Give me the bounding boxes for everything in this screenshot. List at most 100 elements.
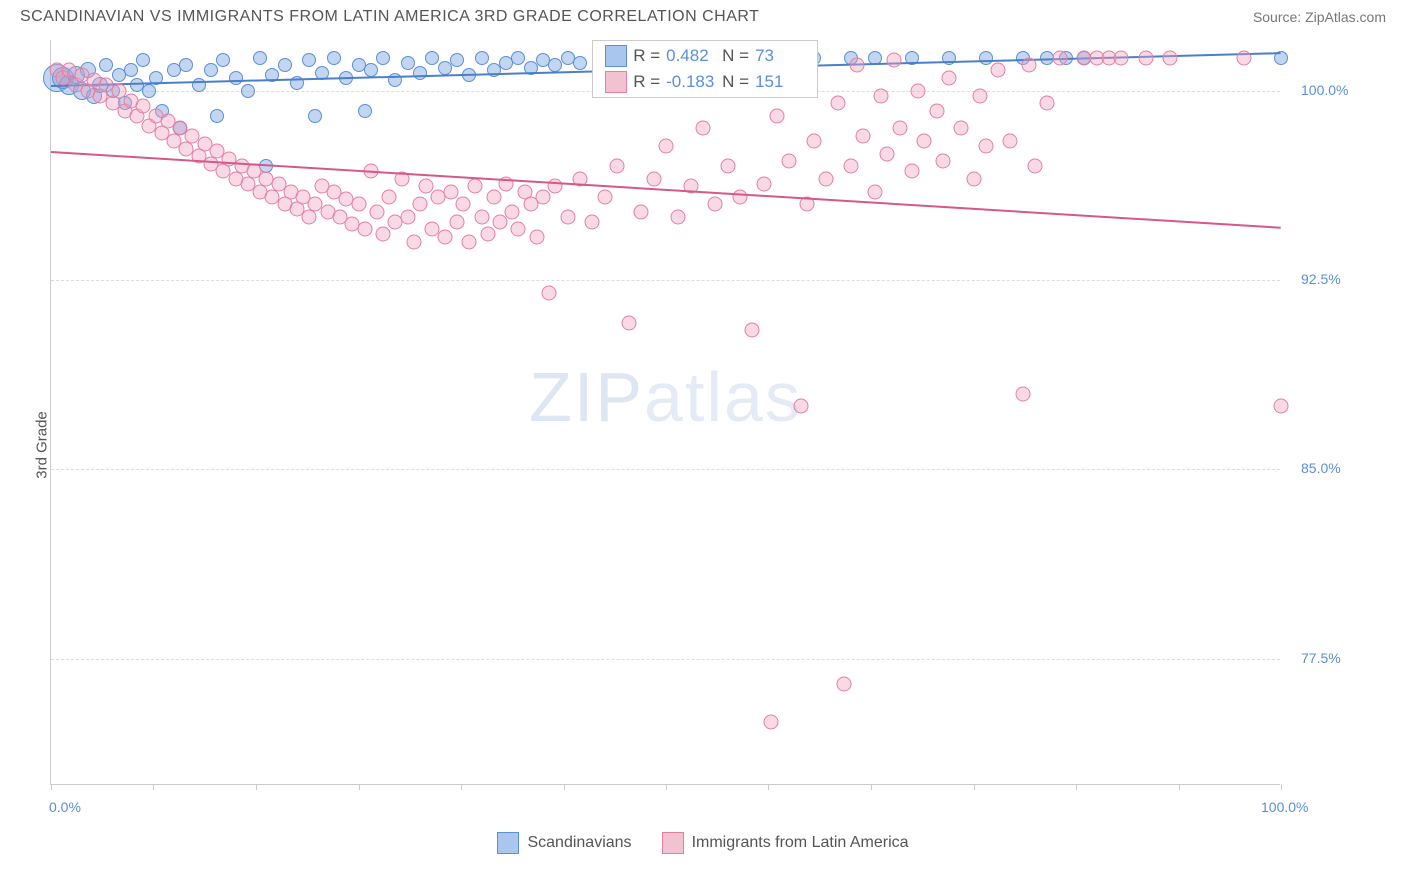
gridline xyxy=(51,280,1280,281)
data-point xyxy=(358,104,372,118)
legend-label: Immigrants from Latin America xyxy=(692,834,909,852)
data-point xyxy=(382,189,397,204)
n-value: 151 xyxy=(755,72,805,92)
data-point xyxy=(1274,399,1289,414)
data-point xyxy=(210,109,224,123)
data-point xyxy=(486,189,501,204)
plot-area: ZIPatlas 100.0%92.5%85.0%77.5%0.0%100.0%… xyxy=(50,40,1280,785)
legend-swatch xyxy=(497,832,519,854)
data-point xyxy=(929,103,944,118)
data-point xyxy=(327,51,341,65)
r-label: R = xyxy=(633,46,660,66)
data-point xyxy=(837,676,852,691)
data-point xyxy=(905,164,920,179)
data-point xyxy=(511,222,526,237)
data-point xyxy=(425,51,439,65)
data-point xyxy=(136,53,150,67)
legend-swatch xyxy=(662,832,684,854)
data-point xyxy=(708,197,723,212)
data-point xyxy=(542,285,557,300)
y-tick-label: 85.0% xyxy=(1301,460,1341,476)
n-value: 73 xyxy=(755,46,805,66)
data-point xyxy=(529,229,544,244)
data-point xyxy=(1003,134,1018,149)
n-label: N = xyxy=(722,72,749,92)
chart-source: Source: ZipAtlas.com xyxy=(1253,9,1386,25)
data-point xyxy=(1028,159,1043,174)
data-point xyxy=(782,154,797,169)
data-point xyxy=(972,88,987,103)
data-point xyxy=(560,209,575,224)
stats-box: R = 0.482 N = 73 R = -0.183 N = 151 xyxy=(592,40,818,98)
data-point xyxy=(1021,58,1036,73)
data-point xyxy=(917,134,932,149)
data-point xyxy=(794,399,809,414)
x-tick xyxy=(461,784,462,790)
data-point xyxy=(585,214,600,229)
r-value: -0.183 xyxy=(666,72,716,92)
x-tick xyxy=(974,784,975,790)
data-point xyxy=(634,204,649,219)
data-point xyxy=(124,63,138,77)
watermark: ZIPatlas xyxy=(529,357,802,437)
x-min-label: 0.0% xyxy=(49,799,81,815)
stats-row: R = 0.482 N = 73 xyxy=(593,43,817,69)
data-point xyxy=(364,63,378,77)
data-point xyxy=(757,176,772,191)
y-tick-label: 100.0% xyxy=(1301,82,1348,98)
legend-item: Scandinavians xyxy=(497,832,631,854)
data-point xyxy=(376,51,390,65)
data-point xyxy=(400,209,415,224)
y-axis-label: 3rd Grade xyxy=(33,411,50,479)
r-label: R = xyxy=(633,72,660,92)
data-point xyxy=(443,184,458,199)
data-point xyxy=(831,96,846,111)
data-point xyxy=(480,227,495,242)
data-point xyxy=(978,139,993,154)
data-point xyxy=(357,222,372,237)
data-point xyxy=(763,714,778,729)
data-point xyxy=(1163,50,1178,65)
x-max-label: 100.0% xyxy=(1261,799,1308,815)
n-label: N = xyxy=(722,46,749,66)
source-prefix: Source: xyxy=(1253,9,1305,25)
data-point xyxy=(1052,50,1067,65)
data-point xyxy=(868,184,883,199)
data-point xyxy=(505,204,520,219)
data-point xyxy=(406,235,421,250)
x-tick xyxy=(871,784,872,790)
x-tick xyxy=(153,784,154,790)
data-point xyxy=(536,189,551,204)
data-point xyxy=(216,53,230,67)
chart-title: SCANDINAVIAN VS IMMIGRANTS FROM LATIN AM… xyxy=(20,8,759,26)
y-tick-label: 92.5% xyxy=(1301,271,1341,287)
gridline xyxy=(51,469,1280,470)
stats-row: R = -0.183 N = 151 xyxy=(593,69,817,95)
data-point xyxy=(229,71,243,85)
data-point xyxy=(720,159,735,174)
data-point xyxy=(892,121,907,136)
chart-container: 3rd Grade ZIPatlas 100.0%92.5%85.0%77.5%… xyxy=(0,30,1406,860)
data-point xyxy=(646,171,661,186)
data-point xyxy=(302,53,316,67)
data-point xyxy=(874,88,889,103)
data-point xyxy=(437,229,452,244)
data-point xyxy=(253,51,267,65)
x-tick xyxy=(1076,784,1077,790)
data-point xyxy=(99,58,113,72)
data-point xyxy=(991,63,1006,78)
x-tick xyxy=(256,784,257,790)
x-tick xyxy=(51,784,52,790)
data-point xyxy=(573,56,587,70)
data-point xyxy=(597,189,612,204)
data-point xyxy=(369,204,384,219)
x-tick xyxy=(768,784,769,790)
r-value: 0.482 xyxy=(666,46,716,66)
data-point xyxy=(849,58,864,73)
data-point xyxy=(979,51,993,65)
data-point xyxy=(671,209,686,224)
data-point xyxy=(376,227,391,242)
data-point xyxy=(1114,50,1129,65)
trend-line xyxy=(51,151,1281,229)
data-point xyxy=(462,235,477,250)
